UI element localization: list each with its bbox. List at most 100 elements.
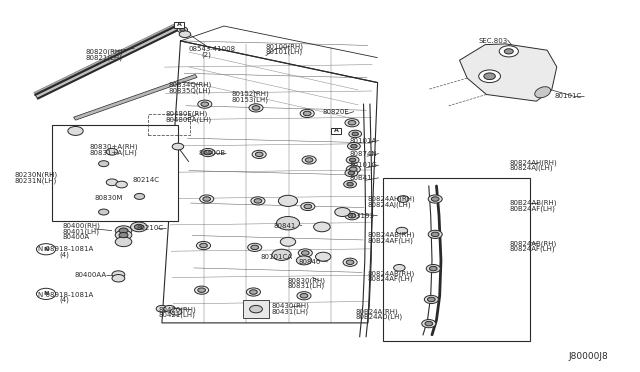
Circle shape — [251, 197, 265, 205]
Text: 80400AA: 80400AA — [74, 272, 106, 278]
Circle shape — [204, 150, 212, 155]
Text: 80824AB(RH): 80824AB(RH) — [368, 270, 415, 277]
Text: 80B24AB(RH): 80B24AB(RH) — [509, 199, 557, 206]
Bar — [383, 178, 530, 341]
Bar — [174, 22, 184, 28]
Circle shape — [99, 161, 109, 167]
Circle shape — [280, 237, 296, 246]
Circle shape — [348, 142, 360, 150]
Circle shape — [504, 49, 513, 54]
Circle shape — [99, 209, 109, 215]
Text: 80824AH(RH): 80824AH(RH) — [509, 159, 557, 166]
Text: 80431(LH): 80431(LH) — [272, 308, 309, 315]
Text: 303193: 303193 — [348, 213, 374, 219]
Circle shape — [179, 31, 191, 38]
Circle shape — [335, 208, 350, 217]
Text: 80153(LH): 80153(LH) — [232, 96, 269, 103]
Text: (2): (2) — [202, 51, 211, 58]
Circle shape — [272, 249, 291, 260]
Circle shape — [249, 104, 263, 112]
Circle shape — [298, 249, 312, 257]
Circle shape — [116, 181, 127, 188]
Text: 80B24AB(RH): 80B24AB(RH) — [368, 232, 415, 238]
Circle shape — [252, 150, 266, 158]
Circle shape — [201, 102, 209, 106]
Circle shape — [431, 197, 439, 201]
Circle shape — [302, 156, 316, 164]
Circle shape — [301, 251, 309, 255]
Text: A: A — [333, 128, 339, 133]
Circle shape — [348, 171, 355, 175]
Text: 80B24A(RH): 80B24A(RH) — [355, 308, 398, 315]
Circle shape — [200, 195, 214, 203]
Text: 80B41: 80B41 — [349, 175, 372, 181]
Circle shape — [276, 217, 300, 230]
Circle shape — [396, 227, 408, 234]
Circle shape — [424, 295, 438, 304]
Text: 80830+A(RH): 80830+A(RH) — [90, 144, 138, 150]
Circle shape — [115, 230, 132, 240]
Text: 80874N: 80874N — [349, 151, 377, 157]
Circle shape — [346, 156, 359, 164]
Circle shape — [251, 245, 259, 250]
Circle shape — [134, 193, 145, 199]
Circle shape — [316, 252, 331, 261]
Circle shape — [246, 288, 260, 296]
Polygon shape — [35, 26, 179, 99]
Text: 80401(LH): 80401(LH) — [62, 228, 99, 235]
Circle shape — [119, 232, 128, 238]
Text: 80B24AF(LH): 80B24AF(LH) — [368, 237, 414, 244]
Circle shape — [348, 214, 356, 218]
Circle shape — [106, 148, 118, 155]
Circle shape — [254, 199, 262, 203]
Text: 80101C: 80101C — [555, 93, 582, 99]
Circle shape — [112, 271, 125, 278]
Text: 80230N(RH): 80230N(RH) — [14, 171, 57, 178]
Circle shape — [250, 290, 257, 294]
Text: N 08918-1081A: N 08918-1081A — [38, 292, 93, 298]
Circle shape — [106, 179, 118, 186]
Polygon shape — [74, 74, 197, 120]
Circle shape — [195, 286, 209, 294]
Circle shape — [177, 27, 188, 33]
Text: 80400B: 80400B — [198, 150, 225, 155]
Circle shape — [36, 244, 56, 255]
Text: 80831(LH): 80831(LH) — [288, 283, 325, 289]
Bar — [148, 114, 190, 135]
Circle shape — [112, 275, 125, 282]
Text: 80421(LH): 80421(LH) — [159, 312, 196, 318]
Circle shape — [68, 126, 83, 135]
Circle shape — [201, 148, 215, 157]
Text: 80214C: 80214C — [132, 177, 159, 183]
Text: 80231N(LH): 80231N(LH) — [14, 177, 56, 184]
Circle shape — [164, 305, 175, 312]
Text: 80835Q(LH): 80835Q(LH) — [168, 87, 211, 94]
Text: A: A — [177, 22, 182, 28]
Text: 80824AH(RH): 80824AH(RH) — [368, 196, 416, 202]
Text: 80824AF(LH): 80824AF(LH) — [368, 276, 413, 282]
Circle shape — [250, 305, 262, 313]
Text: 80400(RH): 80400(RH) — [62, 222, 100, 229]
Text: 80840: 80840 — [298, 259, 321, 265]
Circle shape — [198, 288, 205, 292]
Text: 80830(RH): 80830(RH) — [288, 277, 326, 284]
Circle shape — [349, 130, 362, 138]
Ellipse shape — [535, 87, 550, 98]
Circle shape — [345, 119, 359, 127]
Text: (4): (4) — [60, 251, 69, 258]
Text: 80480EA(LH): 80480EA(LH) — [165, 116, 211, 123]
Text: 80101(LH): 80101(LH) — [266, 49, 303, 55]
Circle shape — [36, 288, 56, 299]
Circle shape — [425, 321, 433, 326]
Circle shape — [297, 292, 311, 300]
Circle shape — [314, 222, 330, 232]
Circle shape — [119, 228, 128, 233]
Text: 80821(LH): 80821(LH) — [85, 54, 122, 61]
Circle shape — [115, 226, 132, 235]
Circle shape — [349, 158, 356, 162]
Text: N: N — [44, 247, 49, 252]
Circle shape — [196, 241, 211, 250]
Circle shape — [397, 196, 409, 202]
Circle shape — [303, 111, 311, 116]
Text: 80820(RH): 80820(RH) — [85, 48, 123, 55]
